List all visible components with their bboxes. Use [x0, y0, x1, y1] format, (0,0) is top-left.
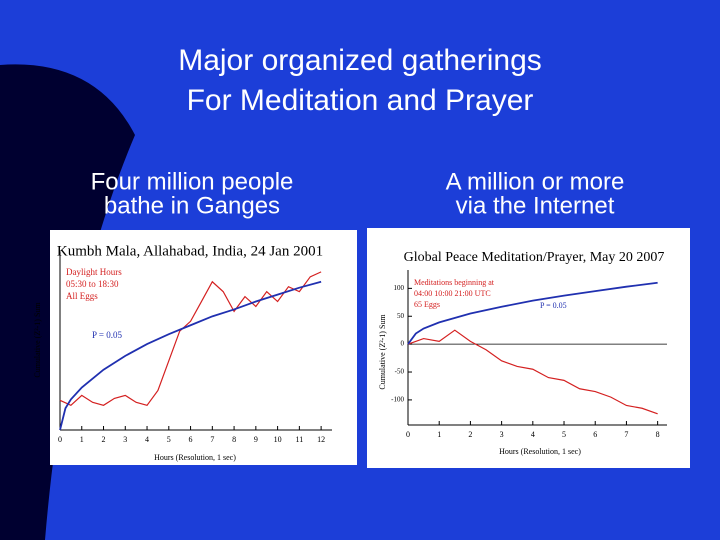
slide-title: Major organized gatherings: [178, 44, 542, 77]
caption: A million or more: [446, 168, 625, 195]
annotation: 65 Eggs: [414, 300, 440, 309]
y-tick-label: -100: [391, 396, 404, 404]
y-tick-label: -50: [395, 368, 405, 376]
x-tick-label: 8: [232, 435, 236, 444]
x-tick-label: 6: [593, 430, 597, 439]
annotation: 04:00 10:00 21:00 UTC: [414, 289, 491, 298]
chart-title: Global Peace Meditation/Prayer, May 20 2…: [404, 250, 665, 265]
y-axis-label: Cumulative (Z²-1) Sum: [378, 314, 387, 390]
x-tick-label: 3: [123, 435, 127, 444]
x-tick-label: 0: [406, 430, 410, 439]
x-tick-label: 6: [189, 435, 193, 444]
annotation: All Eggs: [66, 291, 98, 301]
x-tick-label: 12: [317, 435, 325, 444]
x-tick-label: 3: [500, 430, 504, 439]
x-tick-label: 5: [562, 430, 566, 439]
x-tick-label: 5: [167, 435, 171, 444]
x-tick-label: 1: [80, 435, 84, 444]
x-axis-label: Hours (Resolution, 1 sec): [499, 447, 581, 456]
x-tick-label: 7: [624, 430, 628, 439]
y-axis-label: Cumulative (Z²-1) Sum: [33, 302, 42, 378]
caption: bathe in Ganges: [104, 192, 280, 219]
data-line: [59, 280, 322, 431]
x-axis-label: Hours (Resolution, 1 sec): [154, 453, 236, 462]
x-tick-label: 7: [210, 435, 214, 444]
annotation: P = 0.05: [540, 301, 567, 310]
chart-title: Kumbh Mala, Allahabad, India, 24 Jan 200…: [57, 243, 323, 259]
chart-image: [50, 230, 357, 465]
y-tick-label: 100: [394, 284, 405, 292]
x-tick-label: 2: [468, 430, 472, 439]
x-tick-label: 4: [145, 435, 149, 444]
x-tick-label: 0: [58, 435, 62, 444]
caption: Four million people: [91, 168, 294, 195]
y-tick-label: 0: [401, 340, 405, 348]
slide-title: For Meditation and Prayer: [187, 84, 534, 117]
data-line: [59, 271, 322, 407]
y-tick-label: 50: [397, 312, 405, 320]
annotation: 05:30 to 18:30: [66, 279, 119, 289]
annotation: Meditations beginning at: [414, 278, 495, 287]
x-tick-label: 11: [296, 435, 304, 444]
annotation: P = 0.05: [92, 330, 122, 340]
data-line: [407, 281, 658, 345]
annotation: Daylight Hours: [66, 267, 122, 277]
caption: via the Internet: [456, 192, 615, 219]
x-tick-label: 10: [274, 435, 282, 444]
x-tick-label: 2: [102, 435, 106, 444]
x-tick-label: 4: [531, 430, 535, 439]
x-tick-label: 1: [437, 430, 441, 439]
x-tick-label: 8: [656, 430, 660, 439]
x-tick-label: 9: [254, 435, 258, 444]
chart-image: [367, 228, 690, 468]
data-line: [407, 329, 658, 415]
